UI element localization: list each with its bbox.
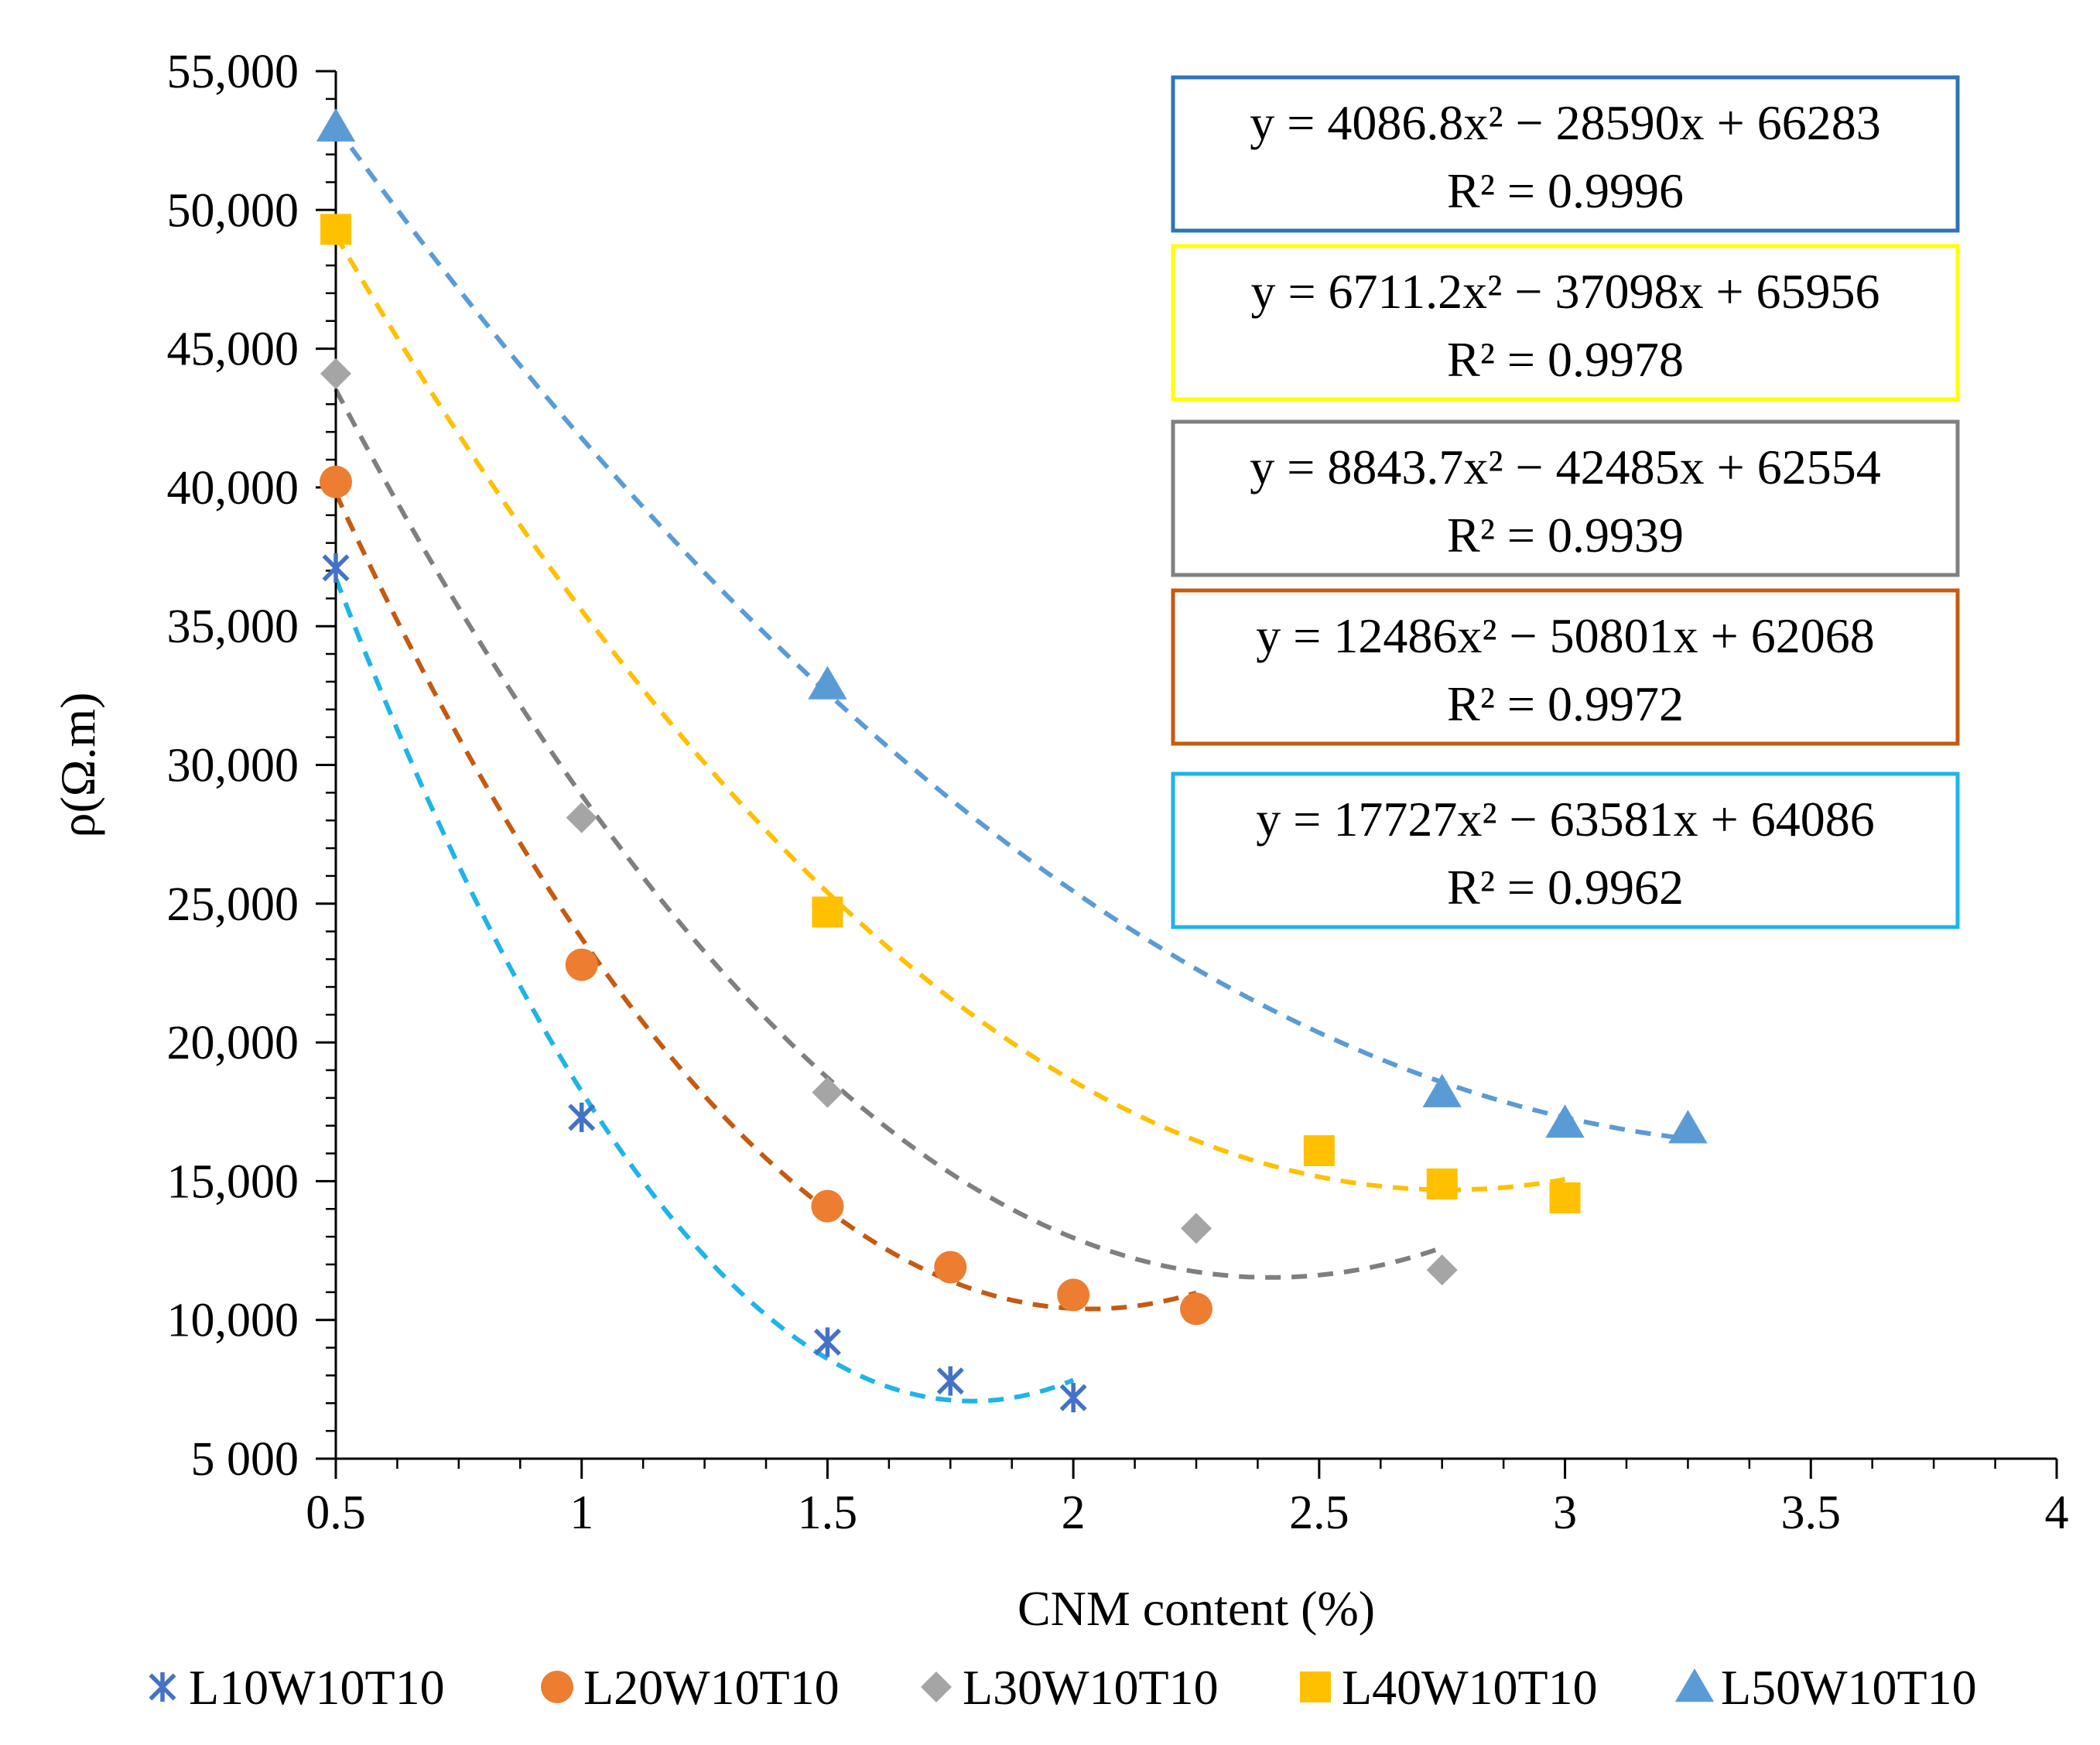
data-point-L40W10T10 [1549,1182,1581,1213]
legend-marker [1674,1668,1715,1702]
trendline-L10W10T10 [333,577,1075,1404]
data-point-L50W10T10 [316,108,356,142]
data-point-L40W10T10 [812,896,843,928]
data-markers [316,108,1708,1413]
data-point-L40W10T10 [320,214,351,245]
legend-label: L10W10T10 [189,1660,445,1715]
legend-item-L50W10T10: L50W10T10 [1674,1660,1977,1715]
x-tick-label: 2 [1062,1487,1086,1539]
legend-label: L20W10T10 [583,1660,840,1715]
y-tick-label: 5 000 [191,1433,299,1486]
legend-label: L50W10T10 [1721,1660,1977,1715]
x-tick-label: 2.5 [1289,1487,1349,1539]
data-point-L20W10T10 [1057,1278,1090,1312]
x-tick-label: 3.5 [1781,1487,1842,1539]
trendline-L40W10T10 [333,234,1566,1192]
y-axis-title: ρ(Ω.m) [50,693,105,838]
x-tick-label: 4 [2045,1487,2069,1539]
data-point-L50W10T10 [808,665,847,700]
y-tick-label: 45,000 [167,323,299,376]
axes: 5 000 10,000 15,000 20,000 25,000 30,000 35,00… [167,46,2069,1539]
y-tick-label: 35,000 [167,600,299,653]
data-point-L30W10T10 [566,802,597,833]
equation-text: y = 12486x² − 50801x + 62068 [1256,608,1874,663]
equation-box-border [1171,588,1960,746]
data-point-L10W10T10 [1059,1383,1087,1413]
r-squared-text: R² = 0.9978 [1447,332,1684,387]
equation-text: y = 4086.8x² − 28590x + 66283 [1250,95,1880,150]
legend-marker [149,1672,176,1702]
y-tick-label: 40,000 [167,462,299,515]
equation-box-L40W10T10: y = 6711.2x² − 37098x + 65956 R² = 0.9978 [1171,244,1960,402]
y-tick-label: 50,000 [167,184,299,237]
data-point-L30W10T10 [812,1076,843,1108]
data-point-L50W10T10 [1545,1104,1585,1138]
legend: L10W10T10 L20W10T10 L30W10T10 L40W10T10 L50W… [149,1660,1977,1715]
data-point-L20W10T10 [811,1189,844,1223]
equation-box-L10W10T10: y = 17727x² − 63581x + 64086 R² = 0.9962 [1171,772,1960,929]
trendline-L50W10T10 [333,125,1688,1141]
x-tick-label: 0.5 [306,1487,366,1539]
y-tick-label: 10,000 [167,1295,299,1347]
y-tick-label: 55,000 [167,46,299,98]
legend-marker [921,1671,952,1702]
x-tick-label: 3 [1553,1487,1577,1539]
x-tick-label: 1.5 [798,1487,858,1539]
r-squared-text: R² = 0.9972 [1447,676,1684,731]
equation-text: y = 17727x² − 63581x + 64086 [1256,792,1874,847]
data-point-L10W10T10 [936,1366,964,1396]
r-squared-text: R² = 0.9939 [1447,508,1684,563]
y-tick-label: 25,000 [167,878,299,931]
data-point-L30W10T10 [1426,1254,1458,1286]
legend-label: L30W10T10 [963,1660,1219,1715]
x-tick-label: 1 [569,1487,593,1539]
data-point-L30W10T10 [320,358,351,389]
legend-item-L20W10T10: L20W10T10 [541,1660,840,1715]
x-axis-title: CNM content (%) [1018,1581,1375,1636]
legend-marker [541,1671,573,1703]
data-point-L40W10T10 [1426,1168,1458,1199]
data-point-L20W10T10 [934,1251,967,1284]
data-point-L30W10T10 [1181,1213,1212,1244]
equation-box-L30W10T10: y = 8843.7x² − 42485x + 62554 R² = 0.9939 [1171,419,1960,577]
y-tick-label: 15,000 [167,1155,299,1208]
data-point-L10W10T10 [813,1327,841,1357]
r-squared-text: R² = 0.9996 [1447,163,1684,218]
data-point-L40W10T10 [1303,1134,1335,1166]
data-point-L10W10T10 [568,1102,596,1132]
equation-box-border [1171,419,1960,577]
axis-labels: CNM content (%) ρ(Ω.m) [50,693,1375,1636]
equation-text: y = 8843.7x² − 42485x + 62554 [1250,440,1880,494]
data-point-L20W10T10 [565,948,598,981]
r-squared-text: R² = 0.9962 [1447,860,1684,915]
data-point-L50W10T10 [1668,1110,1708,1144]
equation-box-border [1171,244,1960,402]
legend-marker [1300,1671,1331,1702]
equation-box-border [1171,75,1960,233]
legend-item-L10W10T10: L10W10T10 [149,1660,445,1715]
data-point-L10W10T10 [322,553,350,583]
y-tick-label: 20,000 [167,1017,299,1069]
data-point-L50W10T10 [1422,1073,1462,1107]
data-point-L20W10T10 [1180,1292,1212,1326]
trendline-L30W10T10 [333,388,1443,1280]
equation-box-border [1171,772,1960,929]
trendline-L20W10T10 [333,492,1197,1312]
legend-label: L40W10T10 [1342,1660,1598,1715]
equation-text: y = 6711.2x² − 37098x + 65956 [1250,264,1879,319]
trendline-layer [333,125,1688,1404]
data-point-L20W10T10 [320,465,352,498]
equation-box-L50W10T10: y = 4086.8x² − 28590x + 66283 R² = 0.9996 [1171,75,1960,233]
y-tick-label: 30,000 [167,740,299,792]
legend-item-L40W10T10: L40W10T10 [1300,1660,1598,1715]
legend-item-L30W10T10: L30W10T10 [921,1660,1219,1715]
equation-box-L20W10T10: y = 12486x² − 50801x + 62068 R² = 0.9972 [1171,588,1960,746]
